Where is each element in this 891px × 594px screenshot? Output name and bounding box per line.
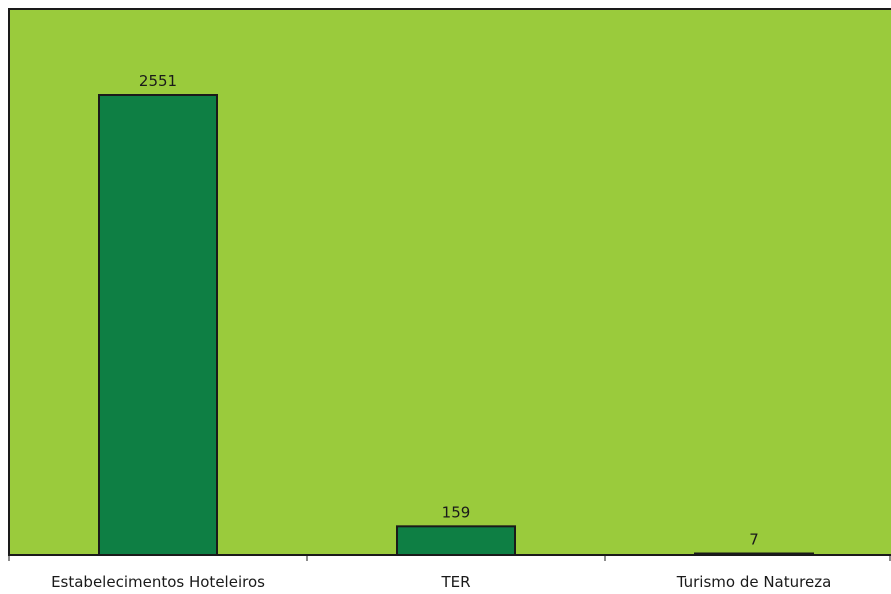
- x-tick-label: Estabelecimentos Hoteleiros: [51, 573, 265, 591]
- bar-value-label: 7: [749, 531, 759, 549]
- x-tick-label: TER: [440, 573, 470, 591]
- bar-value-label: 2551: [139, 72, 177, 90]
- x-tick-label: Turismo de Natureza: [676, 573, 832, 591]
- x-tick-labels-group: Estabelecimentos Hoteleiros TER Turismo de…: [51, 573, 831, 591]
- bar: [396, 525, 516, 557]
- bar: [98, 94, 218, 556]
- x-ticks-group: [8, 555, 891, 561]
- bar-value-label: 159: [442, 503, 471, 521]
- value-labels-group: 2551 159 7: [139, 72, 759, 549]
